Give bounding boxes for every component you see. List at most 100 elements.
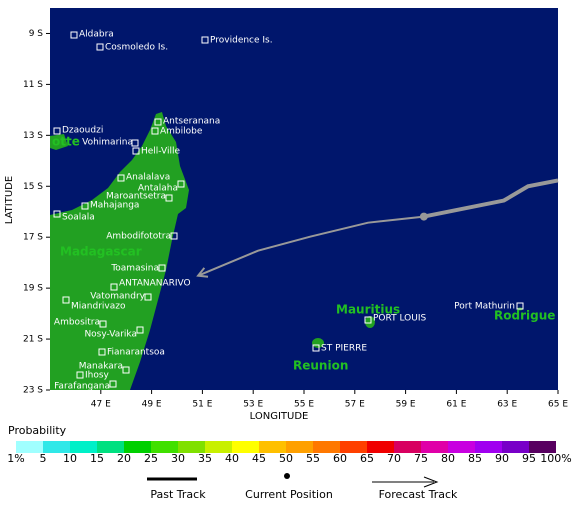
legend-current: Current Position — [245, 488, 333, 501]
probability-label: 75 — [414, 452, 428, 465]
place-marker — [99, 320, 107, 328]
place-label: Soalala — [62, 213, 95, 223]
probability-bin — [475, 441, 502, 453]
x-axis-label: LONGITUDE — [250, 411, 309, 422]
region-label: otte — [52, 135, 80, 149]
place-label: Aldabra — [79, 30, 114, 40]
y-tick-label: 17 S — [23, 233, 43, 243]
place-marker — [76, 371, 84, 379]
place-label: Toamasina — [110, 264, 159, 274]
place-label: Manakara — [79, 362, 123, 372]
place-label: Ambodifototra — [106, 232, 171, 242]
past-track — [423, 178, 559, 219]
probability-bin — [16, 441, 43, 453]
probability-bin — [502, 441, 529, 453]
probability-bin — [43, 441, 70, 453]
probability-bin — [313, 441, 340, 453]
place-marker — [53, 210, 61, 218]
probability-label: 70 — [387, 452, 401, 465]
place-label: Analalava — [126, 173, 170, 183]
probability-label: 85 — [468, 452, 482, 465]
probability-bin — [97, 441, 124, 453]
place-marker — [122, 366, 130, 374]
probability-bin — [151, 441, 178, 453]
place-marker — [117, 174, 125, 182]
x-tick-label: 59 E — [396, 400, 416, 410]
probability-label: 25 — [144, 452, 158, 465]
madagascar-land — [50, 112, 189, 390]
probability-bin — [124, 441, 151, 453]
mayotte-land — [50, 134, 68, 150]
region-label: Reunion — [293, 359, 348, 373]
place-marker — [81, 202, 89, 210]
place-label: Providence Is. — [210, 36, 273, 46]
place-marker — [144, 293, 152, 301]
y-axis-label: LATITUDE — [4, 176, 15, 224]
forecast-track — [197, 215, 424, 277]
probability-label: 100% — [540, 452, 571, 465]
x-tick-label: 55 E — [294, 400, 314, 410]
place-marker — [131, 139, 139, 147]
place-label: Hell-Ville — [141, 147, 180, 157]
place-marker — [62, 296, 70, 304]
place-label: Vatomandry — [90, 292, 145, 302]
probability-label: 80 — [441, 452, 455, 465]
probability-label: 55 — [306, 452, 320, 465]
place-marker — [154, 118, 162, 126]
place-label: Ambilobe — [160, 127, 203, 137]
probability-bin — [367, 441, 394, 453]
probability-bin — [232, 441, 259, 453]
probability-bin — [178, 441, 205, 453]
current-position — [419, 212, 428, 221]
place-label: Mahajanga — [90, 201, 139, 211]
probability-label: 30 — [171, 452, 185, 465]
probability-bin — [448, 441, 475, 453]
place-marker — [177, 180, 185, 188]
place-marker — [96, 43, 104, 51]
probability-label: 65 — [360, 452, 374, 465]
place-label: Port Mathurin — [454, 302, 515, 312]
forecast-arrow — [196, 267, 209, 278]
x-tick-label: 63 E — [497, 400, 517, 410]
y-tick-label: 11 S — [23, 80, 43, 90]
probability-title: Probability — [8, 424, 67, 437]
plot: Aldabra Cosmoledo Is. Providence Is. Dzaoud… — [52, 30, 559, 392]
place-label: Cosmoledo Is. — [105, 43, 168, 53]
legend-forecast: Forecast Track — [379, 488, 458, 501]
place-marker — [110, 283, 118, 291]
place-label: PORT LOUIS — [373, 314, 426, 324]
x-tick-label: 49 E — [142, 400, 162, 410]
place-marker — [109, 380, 117, 388]
place-marker — [364, 316, 372, 324]
place-label: ANTANANARIVO — [119, 279, 191, 289]
place-label: Farafangana — [54, 382, 110, 392]
x-tick-label: 51 E — [192, 400, 212, 410]
y-tick-label: 15 S — [23, 182, 43, 192]
probability-label: 10 — [63, 452, 77, 465]
place-label: Miandrivazo — [71, 302, 126, 312]
probability-label: 40 — [225, 452, 239, 465]
probability-bin — [340, 441, 367, 453]
place-label: Vohimarina — [82, 138, 133, 148]
place-label: Antseranana — [163, 117, 220, 127]
place-label: ST PIERRE — [321, 344, 367, 354]
y-tick-label: 13 S — [23, 131, 43, 141]
probability-bin — [394, 441, 421, 453]
x-tick-label: 65 E — [548, 400, 568, 410]
place-marker — [201, 36, 209, 44]
x-tick-label: 47 E — [91, 400, 111, 410]
place-marker — [98, 348, 106, 356]
place-marker — [136, 326, 144, 334]
y-tick-label: 19 S — [23, 284, 43, 294]
probability-label: 50 — [279, 452, 293, 465]
place-label: Fianarantsoa — [107, 348, 165, 358]
place-marker — [151, 127, 159, 135]
place-label: Antalaha — [138, 184, 178, 194]
probability-bin — [205, 441, 232, 453]
probability-bin — [286, 441, 313, 453]
probability-bin — [421, 441, 448, 453]
place-label: Nosy-Varika — [84, 330, 137, 340]
place-label: Dzaoudzi — [62, 126, 103, 136]
probability-bin — [529, 441, 556, 453]
